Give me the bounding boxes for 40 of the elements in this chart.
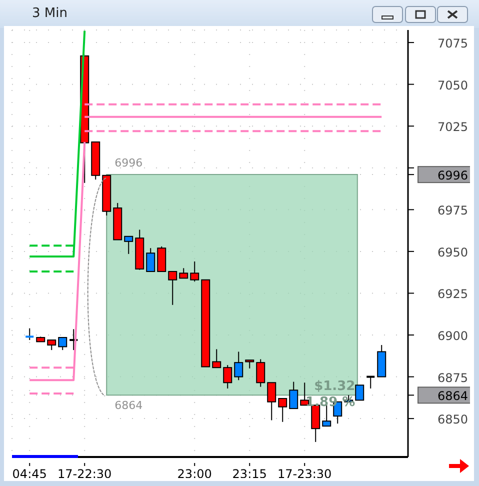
candlestick [311, 404, 320, 442]
y-tick-label: 6900 [437, 329, 468, 343]
y-tick-label: 7050 [437, 78, 468, 92]
candlestick [223, 364, 232, 389]
candlestick [267, 382, 276, 421]
y-tick-label: 6850 [437, 412, 468, 427]
candlestick [278, 398, 288, 422]
candlestick [146, 248, 156, 272]
candlestick [256, 358, 266, 388]
annotation: $1.32 [314, 379, 356, 394]
y-tick-label: 6975 [437, 204, 468, 218]
candlestick [47, 340, 56, 351]
y-tick-label: 6925 [437, 287, 468, 302]
candlestick [157, 246, 166, 272]
candlestick [179, 268, 188, 279]
x-tick-label: 17-23:30 [278, 467, 332, 481]
y-tick-label: 6875 [437, 370, 468, 385]
candlestick [190, 260, 200, 282]
y-tick-label: 7075 [437, 36, 468, 51]
candlestick [234, 351, 244, 381]
y-tick-label: 6864 [437, 389, 468, 404]
x-tick-label: 23:15 [232, 467, 267, 481]
candlestick [322, 404, 332, 427]
x-tick-label: 17-22:30 [58, 467, 112, 481]
y-tick-label: 6950 [437, 245, 468, 260]
candlestick [289, 381, 298, 410]
annotation: 6996 [114, 156, 143, 170]
y-tick-label: 6996 [437, 168, 468, 183]
x-tick-label: 04:45 [12, 467, 47, 481]
y-tick-label: 7025 [437, 120, 468, 134]
x-tick-label: 23:00 [177, 467, 212, 481]
candlestick [24, 328, 35, 341]
candlestick [58, 337, 68, 351]
candlestick [355, 384, 364, 401]
candlestick [366, 376, 376, 389]
chart-title: 3 Min [32, 6, 68, 21]
candlestick [212, 348, 222, 368]
candlestick [168, 270, 178, 306]
candlestick [124, 236, 134, 254]
annotation: 6864 [114, 399, 143, 412]
